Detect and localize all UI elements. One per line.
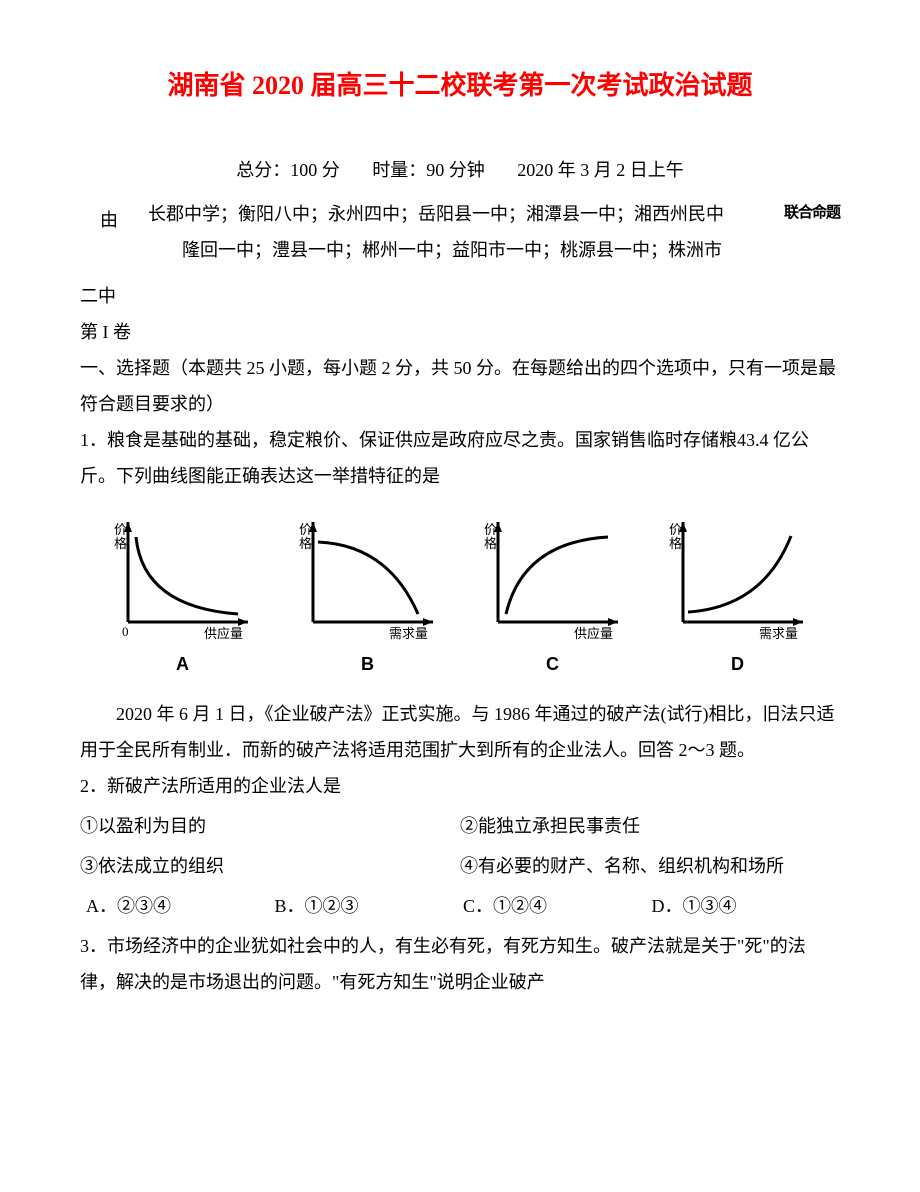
schools-line-1: 长郡中学；衡阳八中；永州四中；岳阳县一中；湘潭县一中；湘西州民中	[148, 196, 840, 232]
section-label: 第 I 卷	[80, 314, 840, 350]
xlabel-D: 需求量	[759, 626, 798, 641]
question-3-text: 3．市场经济中的企业犹如社会中的人，有生必有死，有死方知生。破产法就是关于"死"…	[80, 928, 840, 1000]
passage-2-3: 2020 年 6 月 1 日，《企业破产法》正式实施。与 1986 年通过的破产…	[80, 696, 840, 768]
xlabel-A: 供应量	[204, 626, 243, 641]
q2-cond-3: ③依法成立的组织	[80, 848, 460, 884]
meta-datetime: 2020 年 3 月 2 日上午	[517, 160, 684, 180]
chart-letter-B: B	[275, 646, 460, 682]
meta-duration: 时量：90 分钟	[372, 160, 485, 180]
chart-C: 价 格 供应量 C	[460, 512, 645, 682]
q2-opt-D: D．①③④	[652, 888, 841, 924]
svg-text:格: 格	[484, 536, 497, 551]
svg-text:0: 0	[122, 624, 129, 639]
chart-row: 价 格 0 供应量 A 价 格 需求量 B 价 格 供应量	[90, 512, 830, 682]
chart-letter-A: A	[90, 646, 275, 682]
meta-line: 总分：100 分 时量：90 分钟 2020 年 3 月 2 日上午	[80, 152, 840, 188]
q2-options: A．②③④ B．①②③ C．①②④ D．①③④	[80, 888, 840, 924]
question-2-stem: 2．新破产法所适用的企业法人是	[80, 768, 840, 804]
chart-A: 价 格 0 供应量 A	[90, 512, 275, 682]
ylabel-A: 价	[114, 522, 127, 537]
svg-text:格: 格	[114, 536, 127, 551]
section-instructions: 一、选择题（本题共 25 小题，每小题 2 分，共 50 分。在每题给出的四个选…	[80, 350, 840, 422]
chart-D: 价 格 需求量 D	[645, 512, 830, 682]
schools-tag: 联合命题	[784, 198, 840, 228]
svg-text:价: 价	[669, 522, 682, 537]
page-title: 湖南省 2020 届高三十二校联考第一次考试政治试题	[80, 60, 840, 112]
q2-cond-1: ①以盈利为目的	[80, 808, 460, 844]
svg-text:价: 价	[484, 522, 497, 537]
xlabel-C: 供应量	[574, 626, 613, 641]
chart-B: 价 格 需求量 B	[275, 512, 460, 682]
q2-cond-4: ④有必要的财产、名称、组织机构和场所	[460, 848, 840, 884]
question-1-text: 1．粮食是基础的基础，稳定粮价、保证供应是政府应尽之责。国家销售临时存储粮43.…	[80, 422, 840, 494]
svg-text:价: 价	[299, 522, 312, 537]
q2-opt-A: A．②③④	[86, 888, 275, 924]
schools-line-2: 隆回一中；澧县一中；郴州一中；益阳市一中；桃源县一中；株洲市	[182, 232, 840, 268]
q2-opt-B: B．①②③	[275, 888, 464, 924]
svg-text:格: 格	[299, 536, 312, 551]
q2-conditions-1: ①以盈利为目的 ②能独立承担民事责任	[80, 808, 840, 844]
meta-total: 总分：100 分	[236, 160, 340, 180]
schools-block: 由 联合命题 长郡中学；衡阳八中；永州四中；岳阳县一中；湘潭县一中；湘西州民中 …	[80, 196, 840, 268]
q2-conditions-2: ③依法成立的组织 ④有必要的财产、名称、组织机构和场所	[80, 848, 840, 884]
schools-by: 由	[100, 202, 118, 238]
svg-text:格: 格	[669, 536, 682, 551]
chart-letter-D: D	[645, 646, 830, 682]
q2-cond-2: ②能独立承担民事责任	[460, 808, 840, 844]
schools-line-3: 二中	[80, 278, 840, 314]
q2-opt-C: C．①②④	[463, 888, 652, 924]
chart-letter-C: C	[460, 646, 645, 682]
xlabel-B: 需求量	[389, 626, 428, 641]
